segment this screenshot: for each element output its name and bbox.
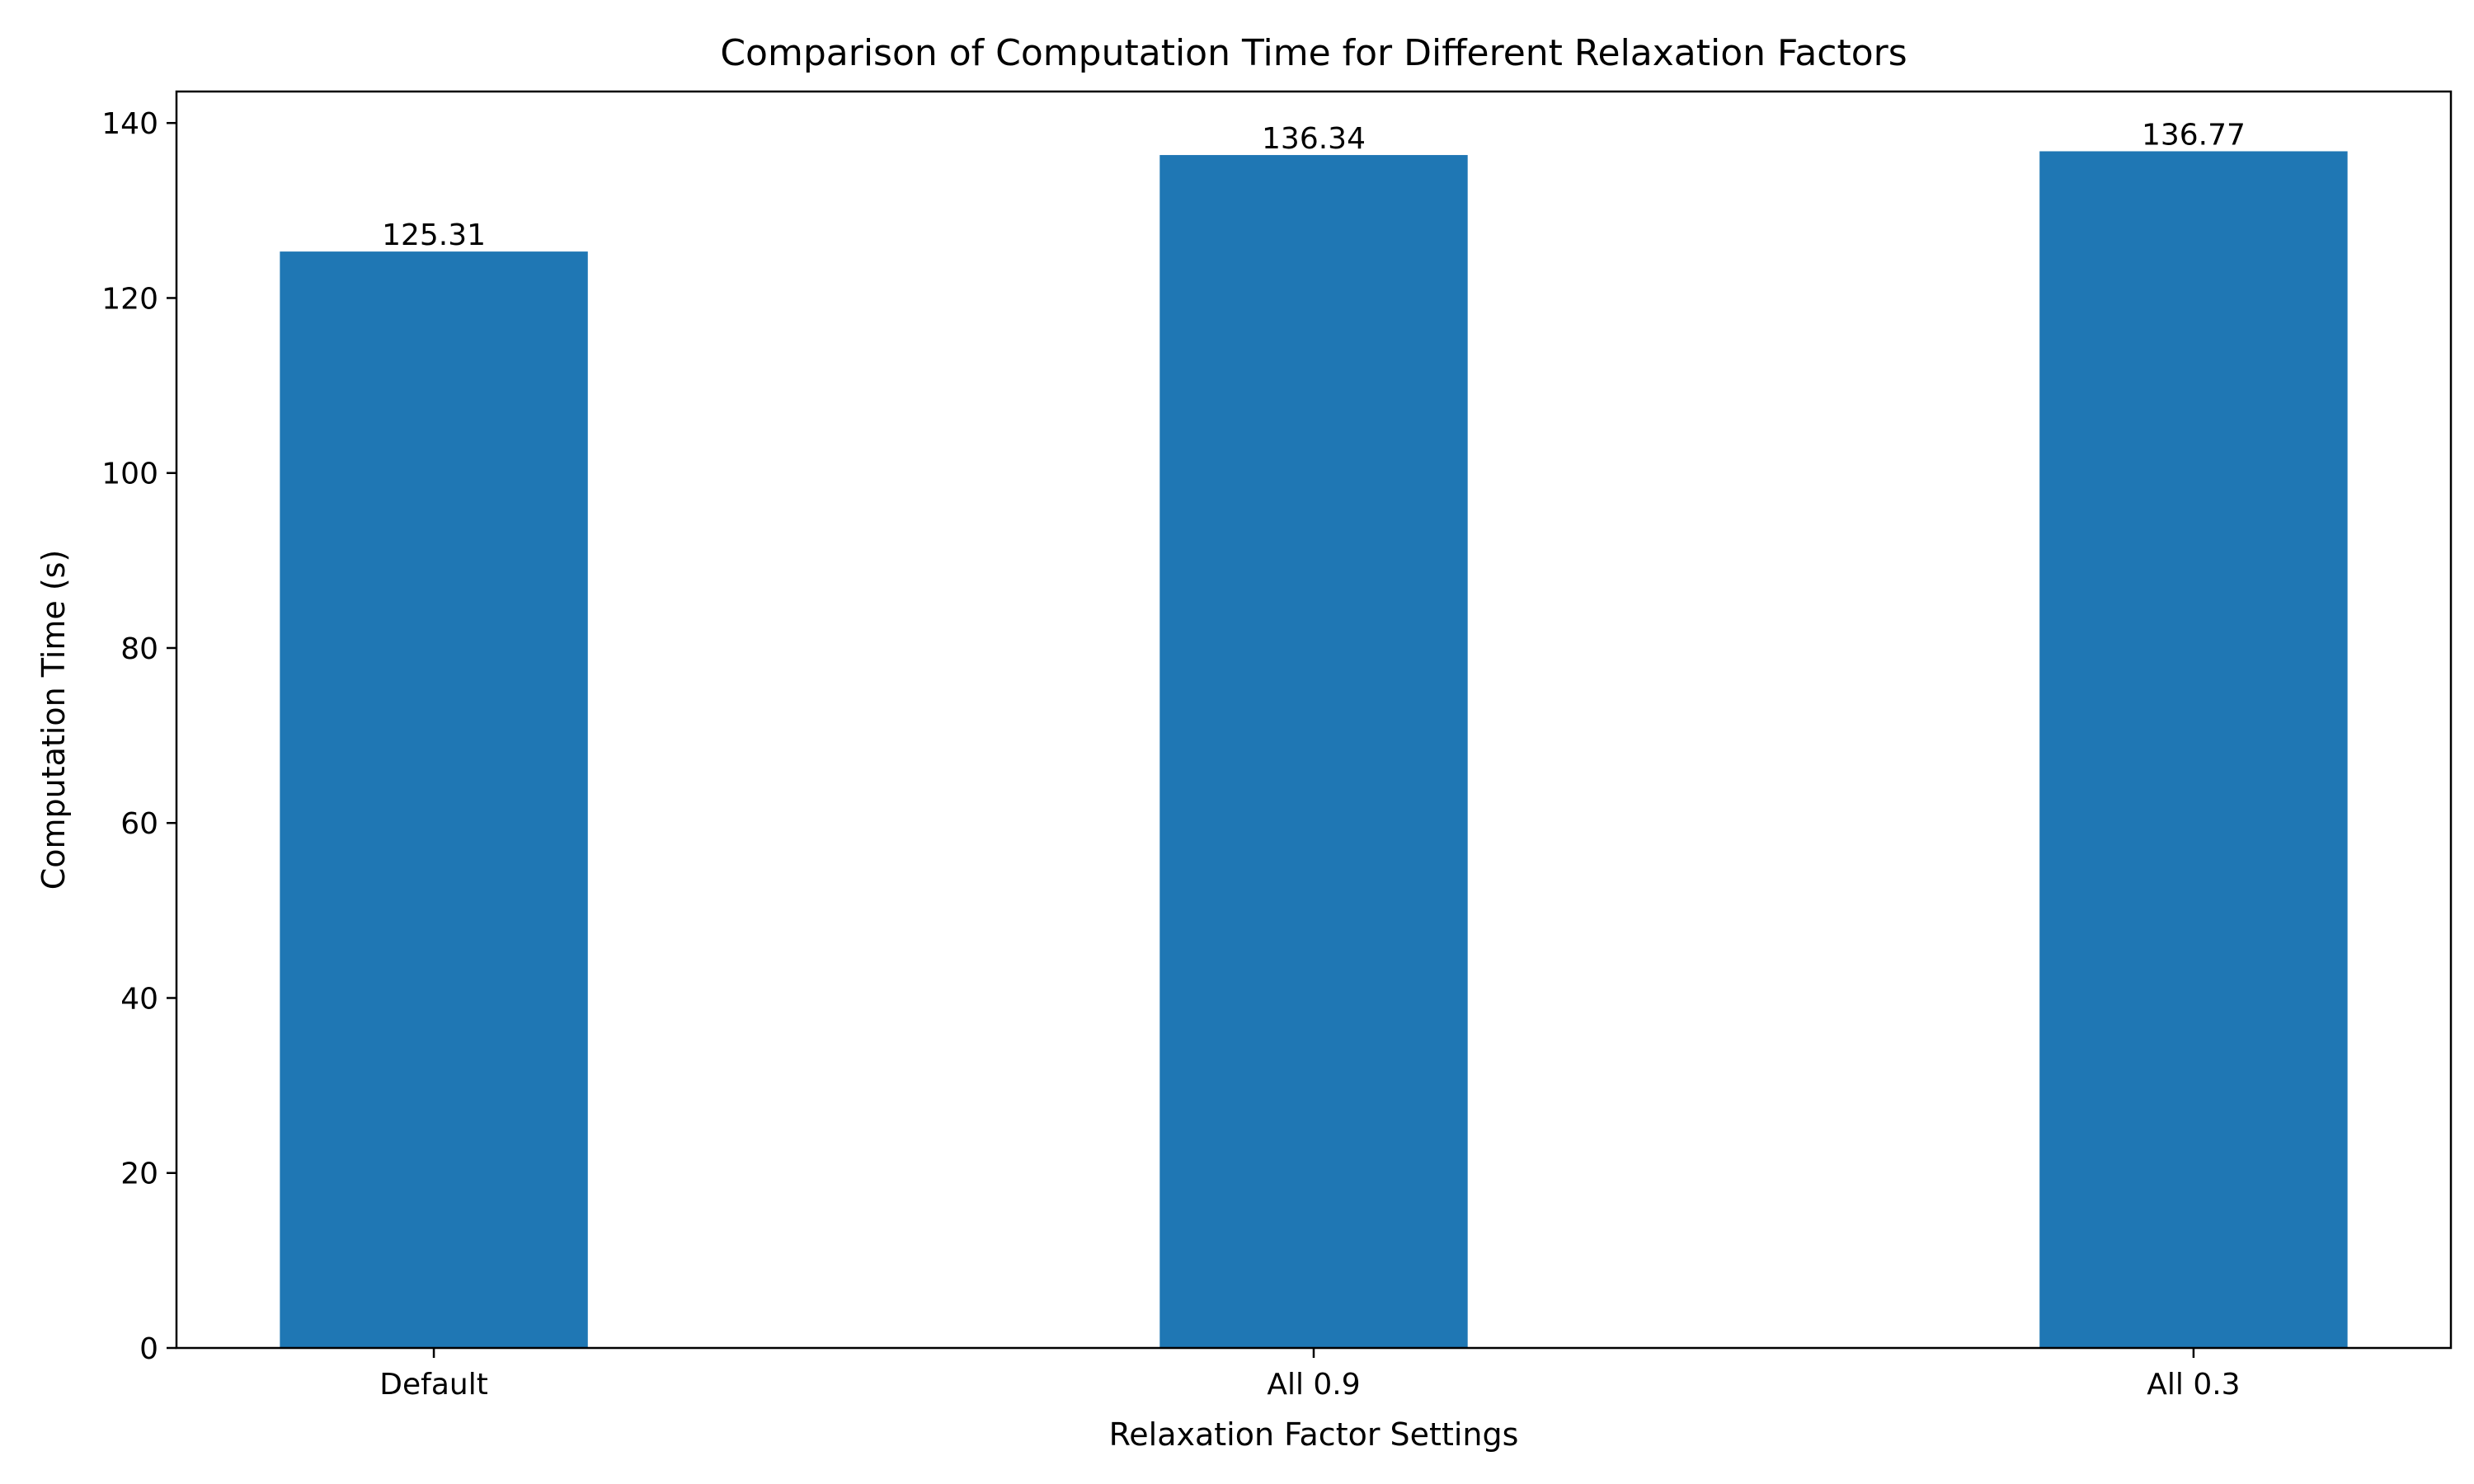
- bars-layer: [280, 151, 2348, 1349]
- bar-default: [280, 251, 588, 1348]
- y-tick-label: 80: [120, 632, 158, 666]
- data-label: 136.77: [2142, 118, 2246, 152]
- y-tick-label: 20: [120, 1158, 158, 1191]
- y-tick-label: 40: [120, 982, 158, 1016]
- y-tick-label: 100: [101, 458, 158, 491]
- bar-all-0-3: [2039, 151, 2348, 1349]
- y-tick-label: 60: [120, 807, 158, 841]
- x-tick-label: All 0.9: [1267, 1368, 1360, 1402]
- x-axis-label: Relaxation Factor Settings: [1109, 1416, 1519, 1453]
- bar-all-0-9: [1159, 155, 1468, 1348]
- data-labels: 125.31 136.34 136.77: [382, 118, 2246, 252]
- x-tick-label: All 0.3: [2147, 1368, 2240, 1402]
- x-axis-ticks: Default All 0.9 All 0.3: [379, 1348, 2241, 1402]
- data-label: 125.31: [382, 218, 486, 252]
- x-tick-label: Default: [379, 1368, 488, 1402]
- y-tick-label: 120: [101, 282, 158, 316]
- data-label: 136.34: [1262, 122, 1366, 156]
- plot-frame: [175, 90, 2453, 1350]
- y-axis-ticks: 0 20 40 60 80 100 120 140: [101, 107, 176, 1366]
- y-tick-label: 140: [101, 107, 158, 141]
- y-axis-label: Computation Time (s): [35, 550, 72, 890]
- y-tick-label: 0: [139, 1332, 158, 1366]
- chart-title: Comparison of Computation Time for Diffe…: [720, 32, 1907, 74]
